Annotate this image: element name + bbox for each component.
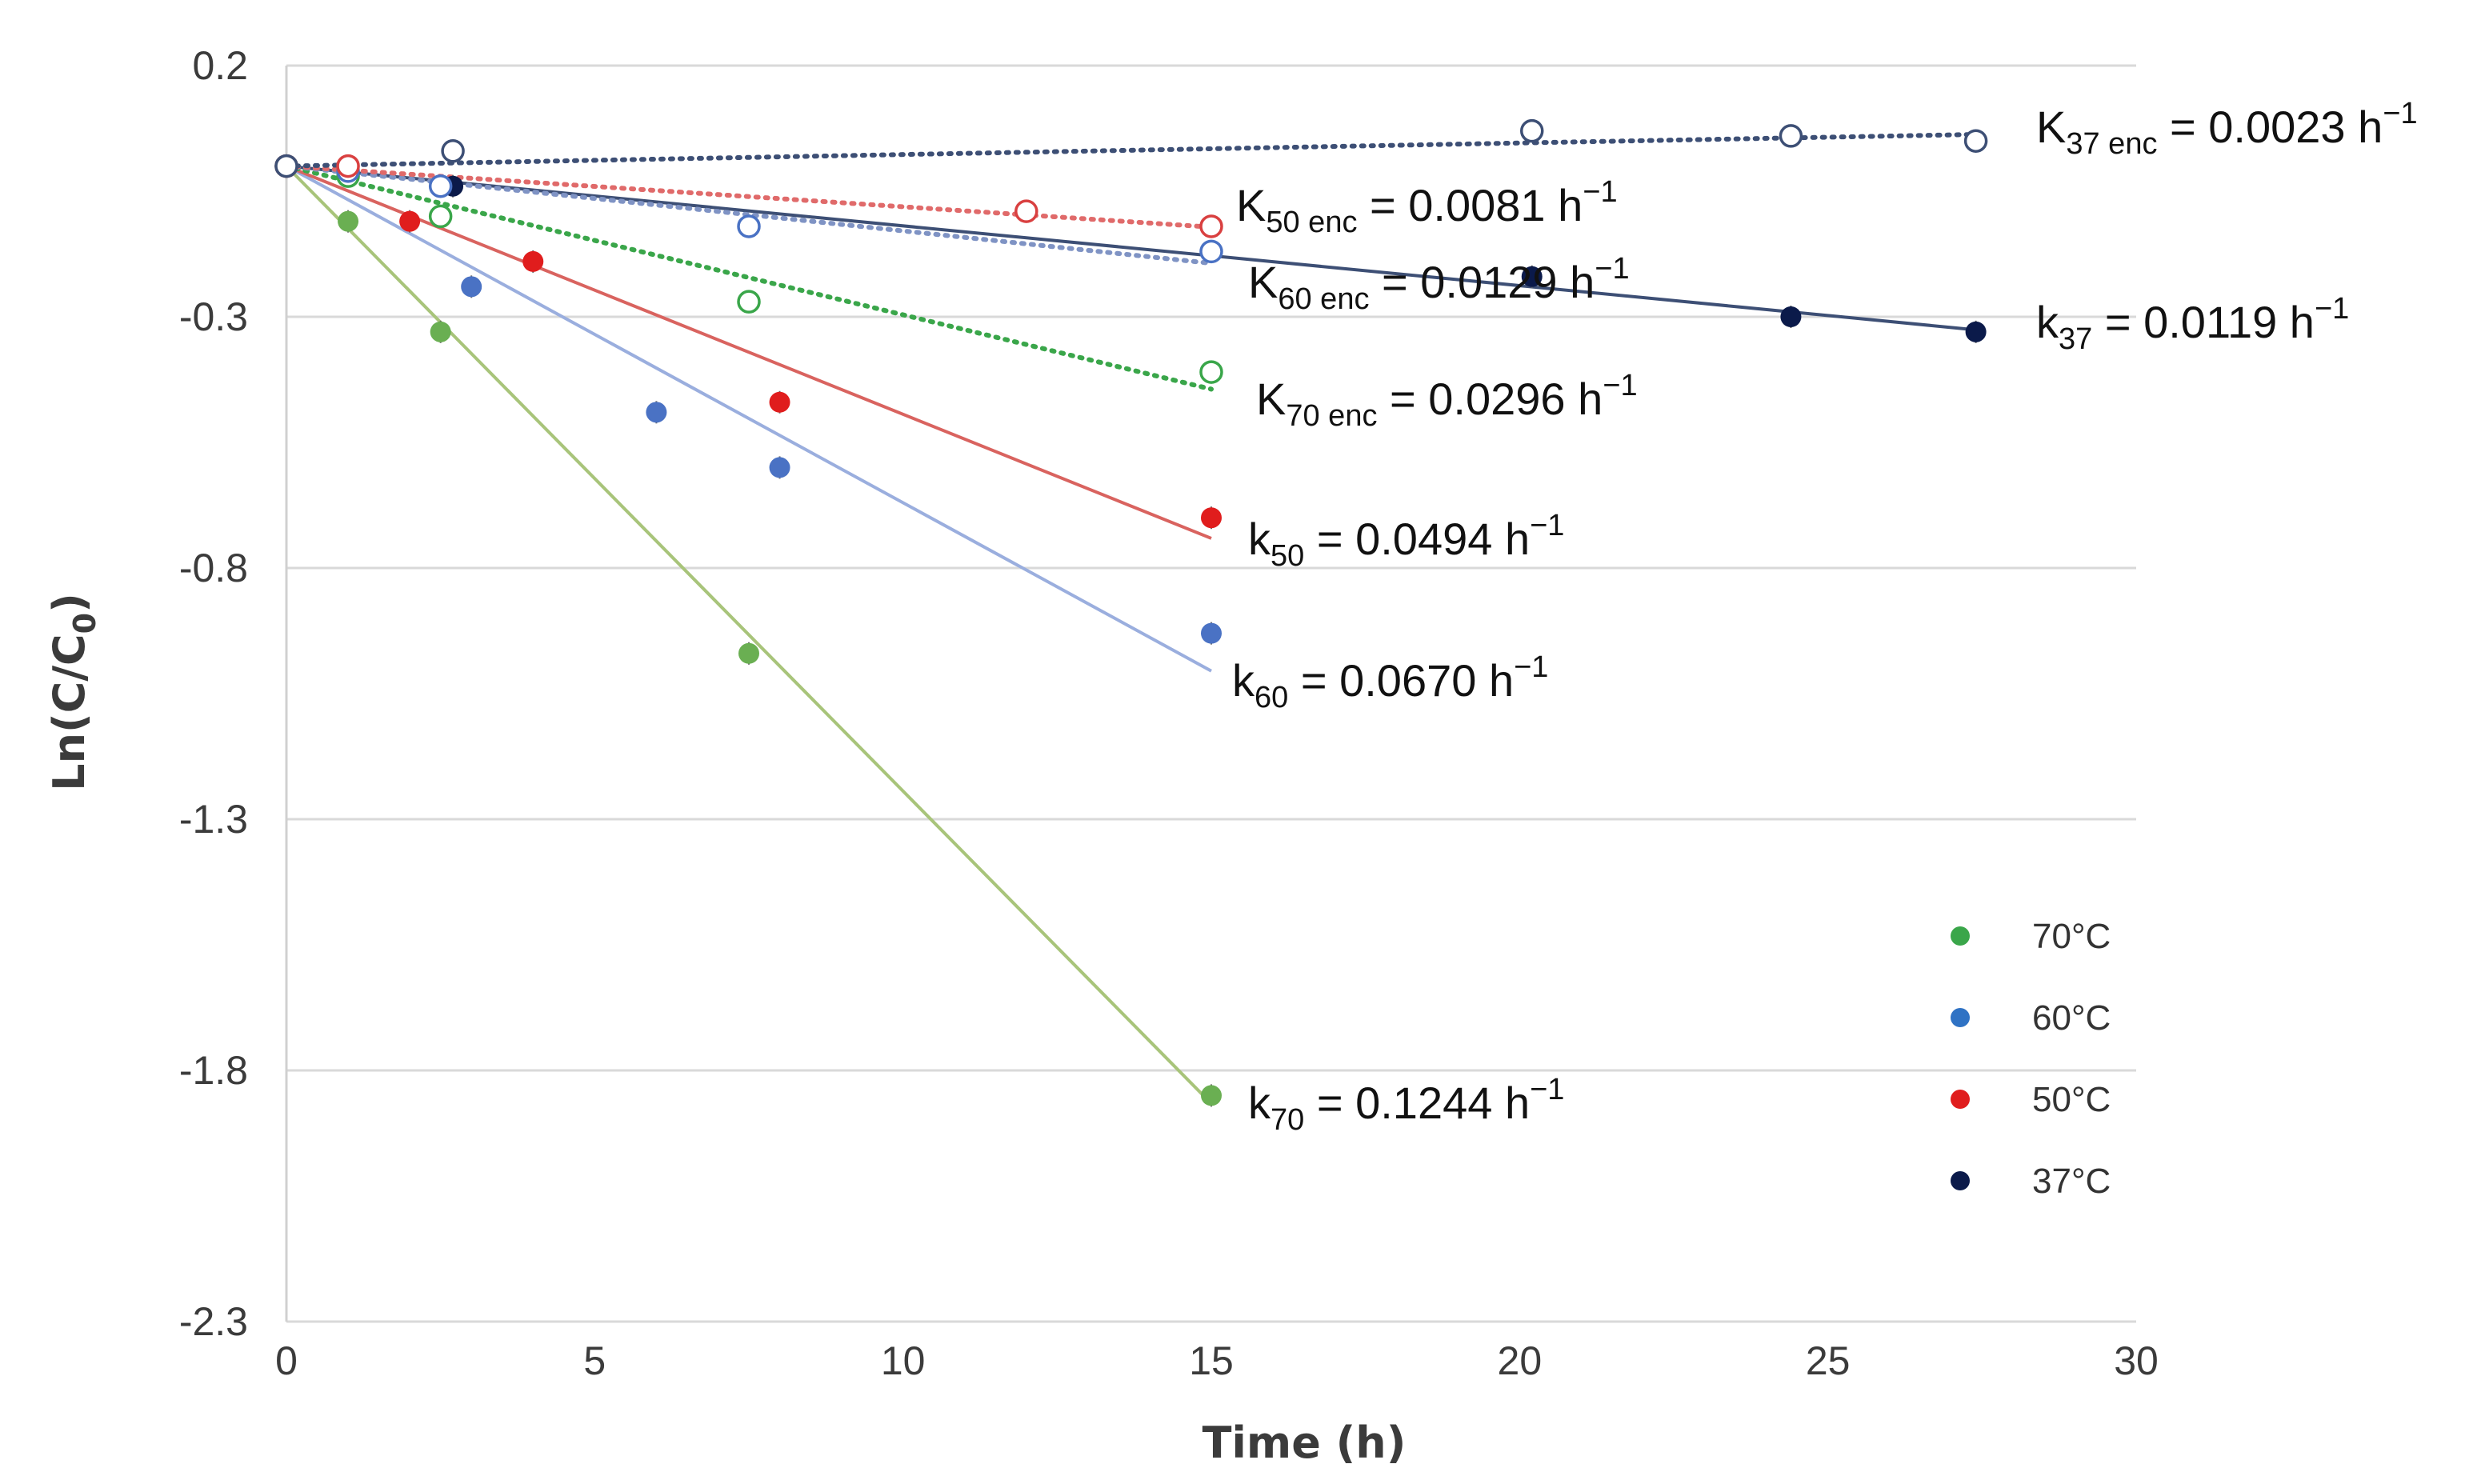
fit-line-50-c — [286, 164, 1212, 540]
data-point — [1519, 118, 1544, 143]
data-point — [1201, 622, 1222, 644]
x-tick-label: 20 — [1498, 1338, 1543, 1383]
data-point — [737, 214, 761, 238]
rate-label: k70 = 0.1244 h−1 — [1248, 1073, 1564, 1137]
data-point — [1779, 124, 1803, 148]
y-tick-label: -2.3 — [179, 1299, 248, 1344]
data-point — [1780, 306, 1802, 327]
rate-label: K60 enc = 0.0129 h−1 — [1248, 252, 1630, 316]
data-point — [738, 642, 759, 664]
data-point — [1201, 507, 1222, 529]
rate-label: K37 enc = 0.0023 h−1 — [2036, 97, 2418, 161]
fit-line-60-c — [286, 164, 1212, 673]
y-tick-label: -0.3 — [179, 294, 248, 339]
data-point — [338, 210, 359, 232]
data-point — [1201, 1085, 1222, 1106]
data-point — [441, 139, 465, 163]
data-point — [461, 276, 482, 298]
legend-label: 70°C — [2032, 917, 2111, 956]
data-point — [1521, 266, 1543, 287]
legend-marker — [1951, 926, 1970, 946]
data-point — [769, 391, 790, 413]
data-points — [274, 118, 1988, 1107]
data-point — [274, 154, 298, 178]
x-tick-label: 25 — [1806, 1338, 1851, 1383]
x-tick-label: 10 — [881, 1338, 926, 1383]
y-tick-label: -0.8 — [179, 546, 248, 590]
legend-label: 37°C — [2032, 1162, 2111, 1201]
data-point — [430, 321, 451, 342]
legend-label: 50°C — [2032, 1080, 2111, 1119]
y-tick-label: -1.8 — [179, 1048, 248, 1093]
y-tick-labels: 0.2 -0.3 -0.8 -1.3 -1.8 -2.3 — [179, 43, 248, 1344]
rate-constant-annotations: K37 enc = 0.0023 h−1 K50 enc = 0.0081 h−1… — [1232, 97, 2418, 1137]
fit-lines — [284, 132, 1979, 1105]
data-point — [428, 204, 453, 229]
legend: 70°C 60°C 50°C 37°C — [1951, 917, 2111, 1201]
data-point — [399, 210, 421, 232]
data-point — [737, 290, 761, 314]
fit-line-37-c — [286, 164, 1976, 332]
y-axis-title: Ln(C/C0) — [44, 593, 102, 791]
y-tick-label: -1.3 — [179, 797, 248, 842]
rate-label: K70 enc = 0.0296 h−1 — [1256, 369, 1638, 433]
x-tick-label: 5 — [583, 1338, 606, 1383]
x-tick-label: 15 — [1189, 1338, 1234, 1383]
fit-line-70-c-enc — [284, 163, 1214, 392]
legend-marker — [1951, 1008, 1970, 1027]
rate-label: k37 = 0.0119 h−1 — [2036, 292, 2349, 356]
x-tick-labels: 0 5 10 15 20 25 30 — [275, 1338, 2159, 1383]
legend-marker — [1951, 1171, 1970, 1190]
x-tick-label: 0 — [275, 1338, 298, 1383]
data-point — [646, 402, 667, 423]
data-point — [1199, 214, 1223, 238]
rate-label: k50 = 0.0494 h−1 — [1248, 509, 1564, 573]
data-point — [336, 154, 360, 178]
data-point — [1965, 321, 1987, 342]
data-point — [1014, 199, 1038, 223]
data-point — [522, 250, 544, 272]
y-tick-label: 0.2 — [192, 43, 248, 88]
rate-label: K50 enc = 0.0081 h−1 — [1236, 175, 1618, 239]
x-tick-label: 30 — [2114, 1338, 2159, 1383]
data-point — [1199, 360, 1223, 384]
rate-label: k60 = 0.0670 h−1 — [1232, 650, 1548, 714]
data-point — [428, 174, 453, 198]
legend-label: 60°C — [2032, 998, 2111, 1038]
legend-marker — [1951, 1090, 1970, 1109]
data-point — [1199, 239, 1223, 264]
data-point — [769, 457, 790, 478]
gridlines — [286, 64, 2136, 1323]
fit-line-37-c-enc — [284, 132, 1979, 169]
data-point — [1963, 129, 1988, 153]
x-axis-title: Time (h) — [1202, 1418, 1407, 1468]
